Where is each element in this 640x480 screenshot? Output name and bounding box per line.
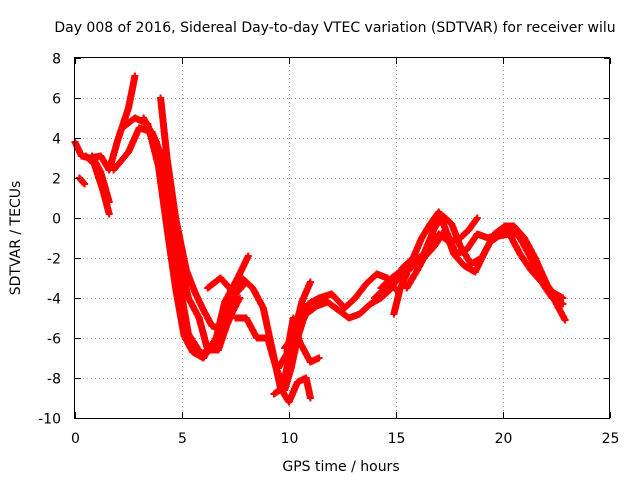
y-tick-label: -6 [47,332,61,348]
series-marks [88,152,113,206]
series-marks [232,270,400,394]
x-tick-label: 0 [71,431,80,447]
y-tick-label: 6 [52,92,61,108]
series-track-16 [403,214,481,292]
plot-frame [74,57,610,419]
x-axis-tick-labels: 0 5 10 15 20 25 [71,431,619,447]
y-tick-label: 0 [52,212,61,228]
y-axis-tick-labels: -10 -8 -6 -4 -2 0 2 4 6 8 [38,52,61,428]
y-tick-label: -10 [38,412,61,428]
series-track-17 [390,270,411,318]
series-track-6 [118,114,252,362]
x-tick-label: 10 [281,431,299,447]
y-tick-label: -4 [47,292,61,308]
x-tick-label: 25 [602,431,620,447]
y-tick-label: 2 [52,172,61,188]
series-marks [157,94,242,334]
x-tick-label: 5 [178,431,187,447]
series-marks [281,208,567,352]
chart-title: Day 008 of 2016, Sidereal Day-to-day VTE… [54,20,615,36]
data-series [71,72,569,406]
axis-ticks [75,58,611,419]
x-tick-label: 15 [388,431,406,447]
x-axis-label: GPS time / hours [282,459,399,475]
series-marks [390,270,411,318]
series-track-4 [88,152,113,206]
grid-lines [75,58,610,418]
y-tick-label: -8 [47,372,61,388]
y-tick-label: -2 [47,252,61,268]
y-tick-label: 8 [52,52,61,68]
y-tick-label: 4 [52,132,61,148]
series-track-13 [281,208,567,352]
series-track-10 [232,270,400,394]
series-marks [403,214,481,292]
y-axis-label: SDTVAR / TECUs [8,181,24,296]
series-marks [118,114,252,362]
x-tick-label: 20 [495,431,513,447]
series-marks [75,174,89,188]
series-track-2 [75,174,89,188]
series-track-8 [157,94,242,334]
